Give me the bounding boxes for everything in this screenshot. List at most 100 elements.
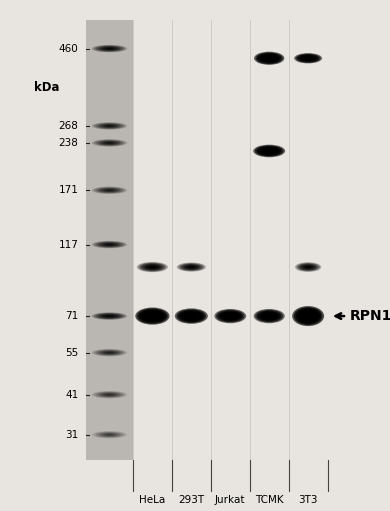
Ellipse shape (301, 265, 315, 269)
Ellipse shape (260, 312, 278, 320)
Ellipse shape (303, 56, 314, 60)
Ellipse shape (183, 264, 200, 270)
Ellipse shape (297, 54, 319, 62)
Ellipse shape (101, 141, 118, 145)
Ellipse shape (145, 313, 159, 319)
Ellipse shape (97, 392, 122, 397)
Ellipse shape (95, 188, 124, 193)
Ellipse shape (101, 314, 118, 318)
Ellipse shape (264, 149, 274, 153)
Ellipse shape (106, 352, 113, 354)
Ellipse shape (190, 315, 193, 317)
Text: 268: 268 (58, 121, 78, 131)
Ellipse shape (263, 56, 275, 61)
Ellipse shape (99, 314, 120, 318)
Ellipse shape (301, 56, 315, 61)
Ellipse shape (295, 308, 321, 324)
Ellipse shape (188, 315, 195, 318)
Ellipse shape (222, 313, 238, 320)
Ellipse shape (104, 142, 115, 144)
Ellipse shape (106, 394, 113, 396)
Ellipse shape (255, 310, 283, 322)
Ellipse shape (180, 311, 203, 321)
Ellipse shape (268, 150, 271, 152)
Ellipse shape (99, 351, 120, 355)
Ellipse shape (104, 393, 115, 396)
Ellipse shape (294, 307, 323, 325)
Ellipse shape (108, 434, 111, 435)
Ellipse shape (149, 314, 156, 318)
Ellipse shape (106, 190, 113, 191)
Ellipse shape (260, 147, 279, 155)
Ellipse shape (305, 266, 311, 268)
Ellipse shape (101, 243, 118, 246)
Ellipse shape (186, 265, 197, 269)
Ellipse shape (102, 351, 117, 354)
Ellipse shape (307, 58, 310, 59)
Ellipse shape (99, 47, 120, 51)
Ellipse shape (92, 187, 127, 194)
Ellipse shape (258, 147, 280, 155)
Text: 71: 71 (65, 311, 78, 321)
Ellipse shape (305, 57, 311, 59)
Ellipse shape (190, 267, 193, 268)
Ellipse shape (218, 310, 243, 322)
Ellipse shape (261, 148, 277, 154)
Ellipse shape (92, 241, 127, 248)
Ellipse shape (97, 123, 122, 129)
Ellipse shape (257, 146, 282, 156)
Ellipse shape (176, 309, 206, 323)
Ellipse shape (94, 123, 125, 129)
Ellipse shape (102, 315, 117, 317)
Ellipse shape (304, 57, 312, 60)
Ellipse shape (294, 53, 322, 63)
Ellipse shape (102, 142, 117, 145)
Ellipse shape (106, 315, 113, 317)
Ellipse shape (254, 309, 285, 323)
Ellipse shape (99, 432, 120, 437)
Ellipse shape (260, 54, 278, 62)
Ellipse shape (135, 308, 170, 324)
Ellipse shape (95, 45, 124, 52)
Ellipse shape (263, 313, 275, 319)
Ellipse shape (258, 311, 280, 321)
Ellipse shape (104, 243, 115, 246)
Ellipse shape (97, 350, 122, 355)
Ellipse shape (300, 264, 316, 270)
Text: 55: 55 (65, 347, 78, 358)
Ellipse shape (92, 349, 127, 356)
Ellipse shape (299, 264, 317, 270)
Ellipse shape (97, 46, 122, 51)
Ellipse shape (215, 309, 246, 323)
Text: RPN1: RPN1 (349, 309, 390, 323)
Ellipse shape (146, 265, 159, 269)
Ellipse shape (298, 55, 318, 62)
Ellipse shape (216, 310, 245, 322)
Ellipse shape (94, 140, 125, 146)
Ellipse shape (303, 265, 314, 269)
Ellipse shape (106, 244, 113, 245)
Ellipse shape (92, 139, 127, 147)
Ellipse shape (95, 313, 124, 319)
Ellipse shape (296, 263, 320, 271)
Ellipse shape (305, 314, 311, 318)
Ellipse shape (151, 315, 154, 317)
Ellipse shape (224, 313, 237, 319)
Ellipse shape (140, 310, 165, 322)
Ellipse shape (265, 56, 274, 60)
Ellipse shape (263, 149, 276, 153)
Ellipse shape (138, 263, 167, 272)
Ellipse shape (102, 189, 117, 192)
Ellipse shape (299, 310, 318, 322)
Ellipse shape (92, 431, 127, 438)
Ellipse shape (178, 263, 204, 271)
Ellipse shape (108, 48, 111, 49)
Ellipse shape (229, 315, 232, 317)
Ellipse shape (94, 241, 125, 248)
Ellipse shape (255, 145, 284, 157)
Ellipse shape (99, 141, 120, 145)
Ellipse shape (101, 124, 118, 128)
Ellipse shape (184, 265, 199, 269)
Ellipse shape (181, 312, 201, 321)
Ellipse shape (177, 263, 206, 272)
